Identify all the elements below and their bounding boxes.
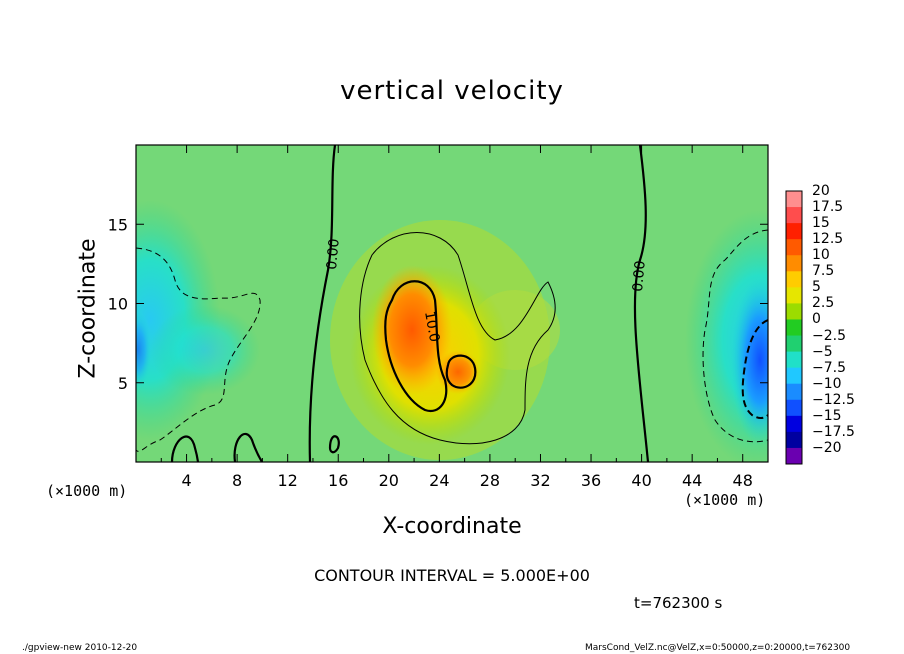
- zero-contour-right: [633, 145, 650, 462]
- bottom-contours: [170, 432, 340, 462]
- contour-label: 10.0: [421, 310, 442, 343]
- y-tick-label: 10: [108, 295, 128, 314]
- heatmap-field: [136, 145, 768, 462]
- contour-lines: [136, 145, 768, 462]
- colorbar-label: −17.5: [812, 423, 855, 440]
- colorbar-segment: [786, 271, 802, 288]
- contour-label: 0.00: [630, 260, 649, 292]
- five-contour: [359, 232, 556, 445]
- colorbar-segment: [786, 191, 802, 208]
- x-tick-label: 16: [328, 471, 348, 490]
- contour-label: 0.00: [324, 238, 343, 270]
- colorbar-segment: [786, 207, 802, 224]
- colorbar-segment: [786, 319, 802, 337]
- colorbar-frame: [785, 190, 803, 465]
- y-tick-label: 5: [118, 374, 128, 393]
- colorbar-label: 12.5: [812, 231, 844, 248]
- colorbar-segment: [786, 303, 802, 320]
- colorbar-segment: [786, 447, 802, 465]
- colorbar-segment: [786, 383, 802, 401]
- colorbar-label: −12.5: [812, 391, 855, 408]
- x-tick-label: 44: [682, 471, 702, 490]
- colorbar-label: −15: [812, 407, 842, 424]
- colorbar-label: 0: [812, 311, 821, 328]
- neg10-contour-right: [741, 319, 768, 419]
- colorbar-label: 2.5: [812, 295, 835, 312]
- x-tick-label: 12: [278, 471, 298, 490]
- x-tick-label: 32: [530, 471, 550, 490]
- x-unit-right: (×1000 m): [684, 491, 766, 509]
- footer-left: ./gpview-new 2010-12-20: [22, 643, 138, 653]
- colorbar-label: 17.5: [812, 199, 844, 216]
- ten-contour-small: [445, 354, 477, 389]
- colorbar-segment: [786, 351, 802, 369]
- y-axis: 5 10 15: [108, 215, 768, 393]
- colorbar-segment: [786, 239, 802, 256]
- colorbar: [785, 190, 803, 465]
- contour-interval-note: CONTOUR INTERVAL = 5.000E+00: [314, 566, 590, 585]
- x-tick-label: 4: [181, 471, 191, 490]
- colorbar-segment: [786, 287, 802, 304]
- colorbar-segment: [786, 367, 802, 385]
- x-tick-label: 24: [429, 471, 449, 490]
- chart-title: vertical velocity: [340, 76, 564, 106]
- colorbar-label: 10: [812, 247, 830, 264]
- colorbar-segment: [786, 255, 802, 272]
- x-unit-left: (×1000 m): [46, 482, 128, 500]
- x-tick-label: 28: [480, 471, 500, 490]
- colorbar-label: −2.5: [812, 327, 846, 344]
- colorbar-label: −20: [812, 439, 842, 456]
- x-tick-label: 48: [733, 471, 753, 490]
- x-tick-label: 8: [232, 471, 242, 490]
- y-tick-label: 15: [108, 215, 128, 234]
- time-stamp: t=762300 s: [634, 594, 723, 612]
- colorbar-label: 20: [812, 183, 830, 199]
- contour-label-group: 0.00 0.00 10.0: [324, 238, 649, 343]
- colorbar-segment: [786, 431, 802, 449]
- x-tick-label: 40: [631, 471, 651, 490]
- colorbar-label: −7.5: [812, 359, 846, 376]
- x-axis: 4 8 12 16 20 24 28 32 36 40 44 48: [160, 145, 753, 490]
- zero-contour-left: [308, 145, 337, 462]
- neg-contour-right: [702, 229, 768, 443]
- colorbar-label: 15: [812, 215, 830, 232]
- colorbar-segment: [786, 335, 802, 353]
- colorbar-segment: [786, 415, 802, 433]
- x-tick-label: 20: [379, 471, 399, 490]
- colorbar-label: −10: [812, 375, 842, 392]
- x-axis-label: X-coordinate: [382, 514, 522, 539]
- colorbar-label: −5: [812, 343, 833, 360]
- colorbar-label: 5: [812, 279, 821, 296]
- colorbar-segment: [786, 399, 802, 417]
- y-axis-label: Z-coordinate: [75, 238, 101, 379]
- colorbar-label: 7.5: [812, 263, 835, 280]
- ten-contour-main: [384, 280, 448, 413]
- footer-right: MarsCond_VelZ.nc@VelZ,x=0:50000,z=0:2000…: [585, 643, 851, 653]
- neg-contour-left: [136, 247, 261, 452]
- colorbar-segment: [786, 223, 802, 240]
- x-tick-label: 36: [581, 471, 601, 490]
